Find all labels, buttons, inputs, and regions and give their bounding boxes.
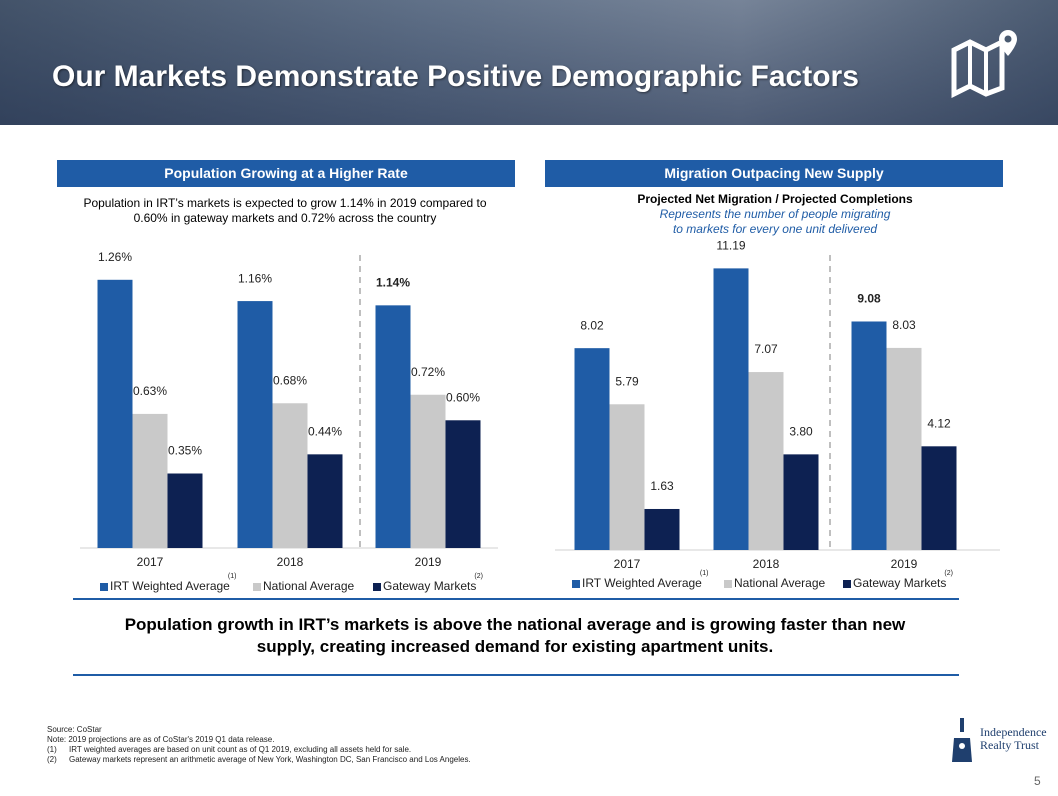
value-label: 8.02 — [580, 318, 604, 332]
legend-label: Gateway Markets — [383, 579, 476, 593]
legend-footnote: (1) — [700, 570, 709, 577]
bar — [237, 301, 273, 548]
bar — [307, 454, 343, 548]
value-label: 3.80 — [789, 425, 813, 439]
value-label: 0.72% — [411, 365, 445, 379]
legend-footnote: (2) — [474, 573, 483, 580]
legend-swatch — [572, 580, 580, 588]
legend-swatch — [724, 580, 732, 588]
bar — [851, 321, 887, 550]
value-label: 4.12 — [927, 416, 951, 430]
value-label: 0.60% — [446, 390, 480, 404]
slide-title: Our Markets Demonstrate Positive Demogra… — [52, 60, 859, 93]
x-tick-label: 2018 — [277, 555, 304, 569]
x-tick-label: 2018 — [753, 557, 780, 571]
bar — [445, 420, 481, 548]
value-label: 9.08 — [857, 292, 881, 306]
bar — [609, 404, 645, 550]
value-label: 8.03 — [892, 318, 916, 332]
bar — [644, 508, 680, 550]
legend-label: IRT Weighted Average — [582, 576, 702, 590]
value-label: 1.14% — [376, 276, 410, 290]
bar — [748, 372, 784, 550]
bar — [167, 473, 203, 548]
source: Source: CoStar — [47, 725, 102, 734]
value-label: 11.19 — [716, 239, 745, 253]
value-label: 0.35% — [168, 444, 202, 458]
section-header: Population Growing at a Higher Rate — [57, 160, 515, 187]
chart-heading: Projected Net Migration / Projected Comp… — [530, 192, 1020, 237]
legend-label: National Average — [263, 579, 355, 593]
legend-swatch — [253, 583, 261, 591]
bar — [886, 347, 922, 550]
legend-label: National Average — [734, 576, 826, 590]
x-tick-label: 2017 — [137, 555, 164, 569]
bar — [921, 446, 957, 550]
footnote-text: Gateway markets represent an arithmetic … — [69, 755, 471, 764]
subtitle-line: Population in IRT’s markets is expected … — [83, 196, 487, 210]
page-number: 5 — [1034, 774, 1041, 788]
value-label: 0.44% — [308, 425, 342, 439]
value-label: 1.16% — [238, 271, 272, 285]
x-tick-label: 2019 — [415, 555, 442, 569]
footnote-marker: (2) — [47, 755, 57, 764]
legend-footnote: (1) — [228, 573, 237, 580]
conclusion-line: Population growth in IRT’s markets is ab… — [124, 615, 906, 634]
chart-title: Projected Net Migration / Projected Comp… — [637, 192, 913, 206]
chart-subtitle: Population in IRT’s markets is expected … — [40, 196, 530, 226]
value-label: 1.63 — [650, 479, 674, 493]
bar — [410, 394, 446, 548]
legend-swatch — [100, 583, 108, 591]
conclusion-line: supply, creating increased demand for ex… — [256, 637, 774, 656]
legend-footnote: (2) — [944, 570, 953, 577]
subtitle-line: 0.60% in gateway markets and 0.72% acros… — [133, 211, 437, 225]
bar — [272, 403, 308, 548]
logo: Independence Realty Trust — [980, 726, 1047, 752]
value-label: 5.79 — [615, 374, 639, 388]
footnote: (2) Gateway markets represent an arithmet… — [47, 755, 471, 764]
rule — [73, 598, 959, 600]
legend-label: Gateway Markets — [853, 576, 946, 590]
banner-shade — [0, 0, 1058, 125]
logo-icon — [952, 718, 972, 762]
legend-swatch — [373, 583, 381, 591]
bar — [132, 413, 168, 548]
value-label: 0.68% — [273, 373, 307, 387]
logo-line: Realty Trust — [980, 738, 1040, 752]
value-label: 1.26% — [98, 250, 132, 264]
bar — [97, 279, 133, 548]
conclusion: Population growth in IRT’s markets is ab… — [60, 614, 970, 658]
bar — [574, 348, 610, 550]
logo-line: Independence — [980, 725, 1047, 739]
footnote: (1) IRT weighted averages are based on un… — [47, 745, 411, 754]
bar — [783, 454, 819, 550]
bar — [375, 305, 411, 548]
legend-swatch — [843, 580, 851, 588]
section-header: Migration Outpacing New Supply — [545, 160, 1003, 187]
note: Note: 2019 projections are as of CoStar'… — [47, 735, 275, 744]
x-tick-label: 2019 — [891, 557, 918, 571]
bar — [713, 268, 749, 550]
legend-label: IRT Weighted Average — [110, 579, 230, 593]
value-label: 7.07 — [754, 342, 778, 356]
footnote-marker: (1) — [47, 745, 57, 754]
value-label: 0.63% — [133, 384, 167, 398]
map-icon — [951, 30, 1017, 98]
footnote-text: IRT weighted averages are based on unit … — [69, 745, 412, 754]
subtitle-line: to markets for every one unit delivered — [672, 222, 878, 236]
subtitle-line: Represents the number of people migratin… — [659, 207, 891, 221]
rule — [73, 674, 959, 676]
x-tick-label: 2017 — [614, 557, 641, 571]
